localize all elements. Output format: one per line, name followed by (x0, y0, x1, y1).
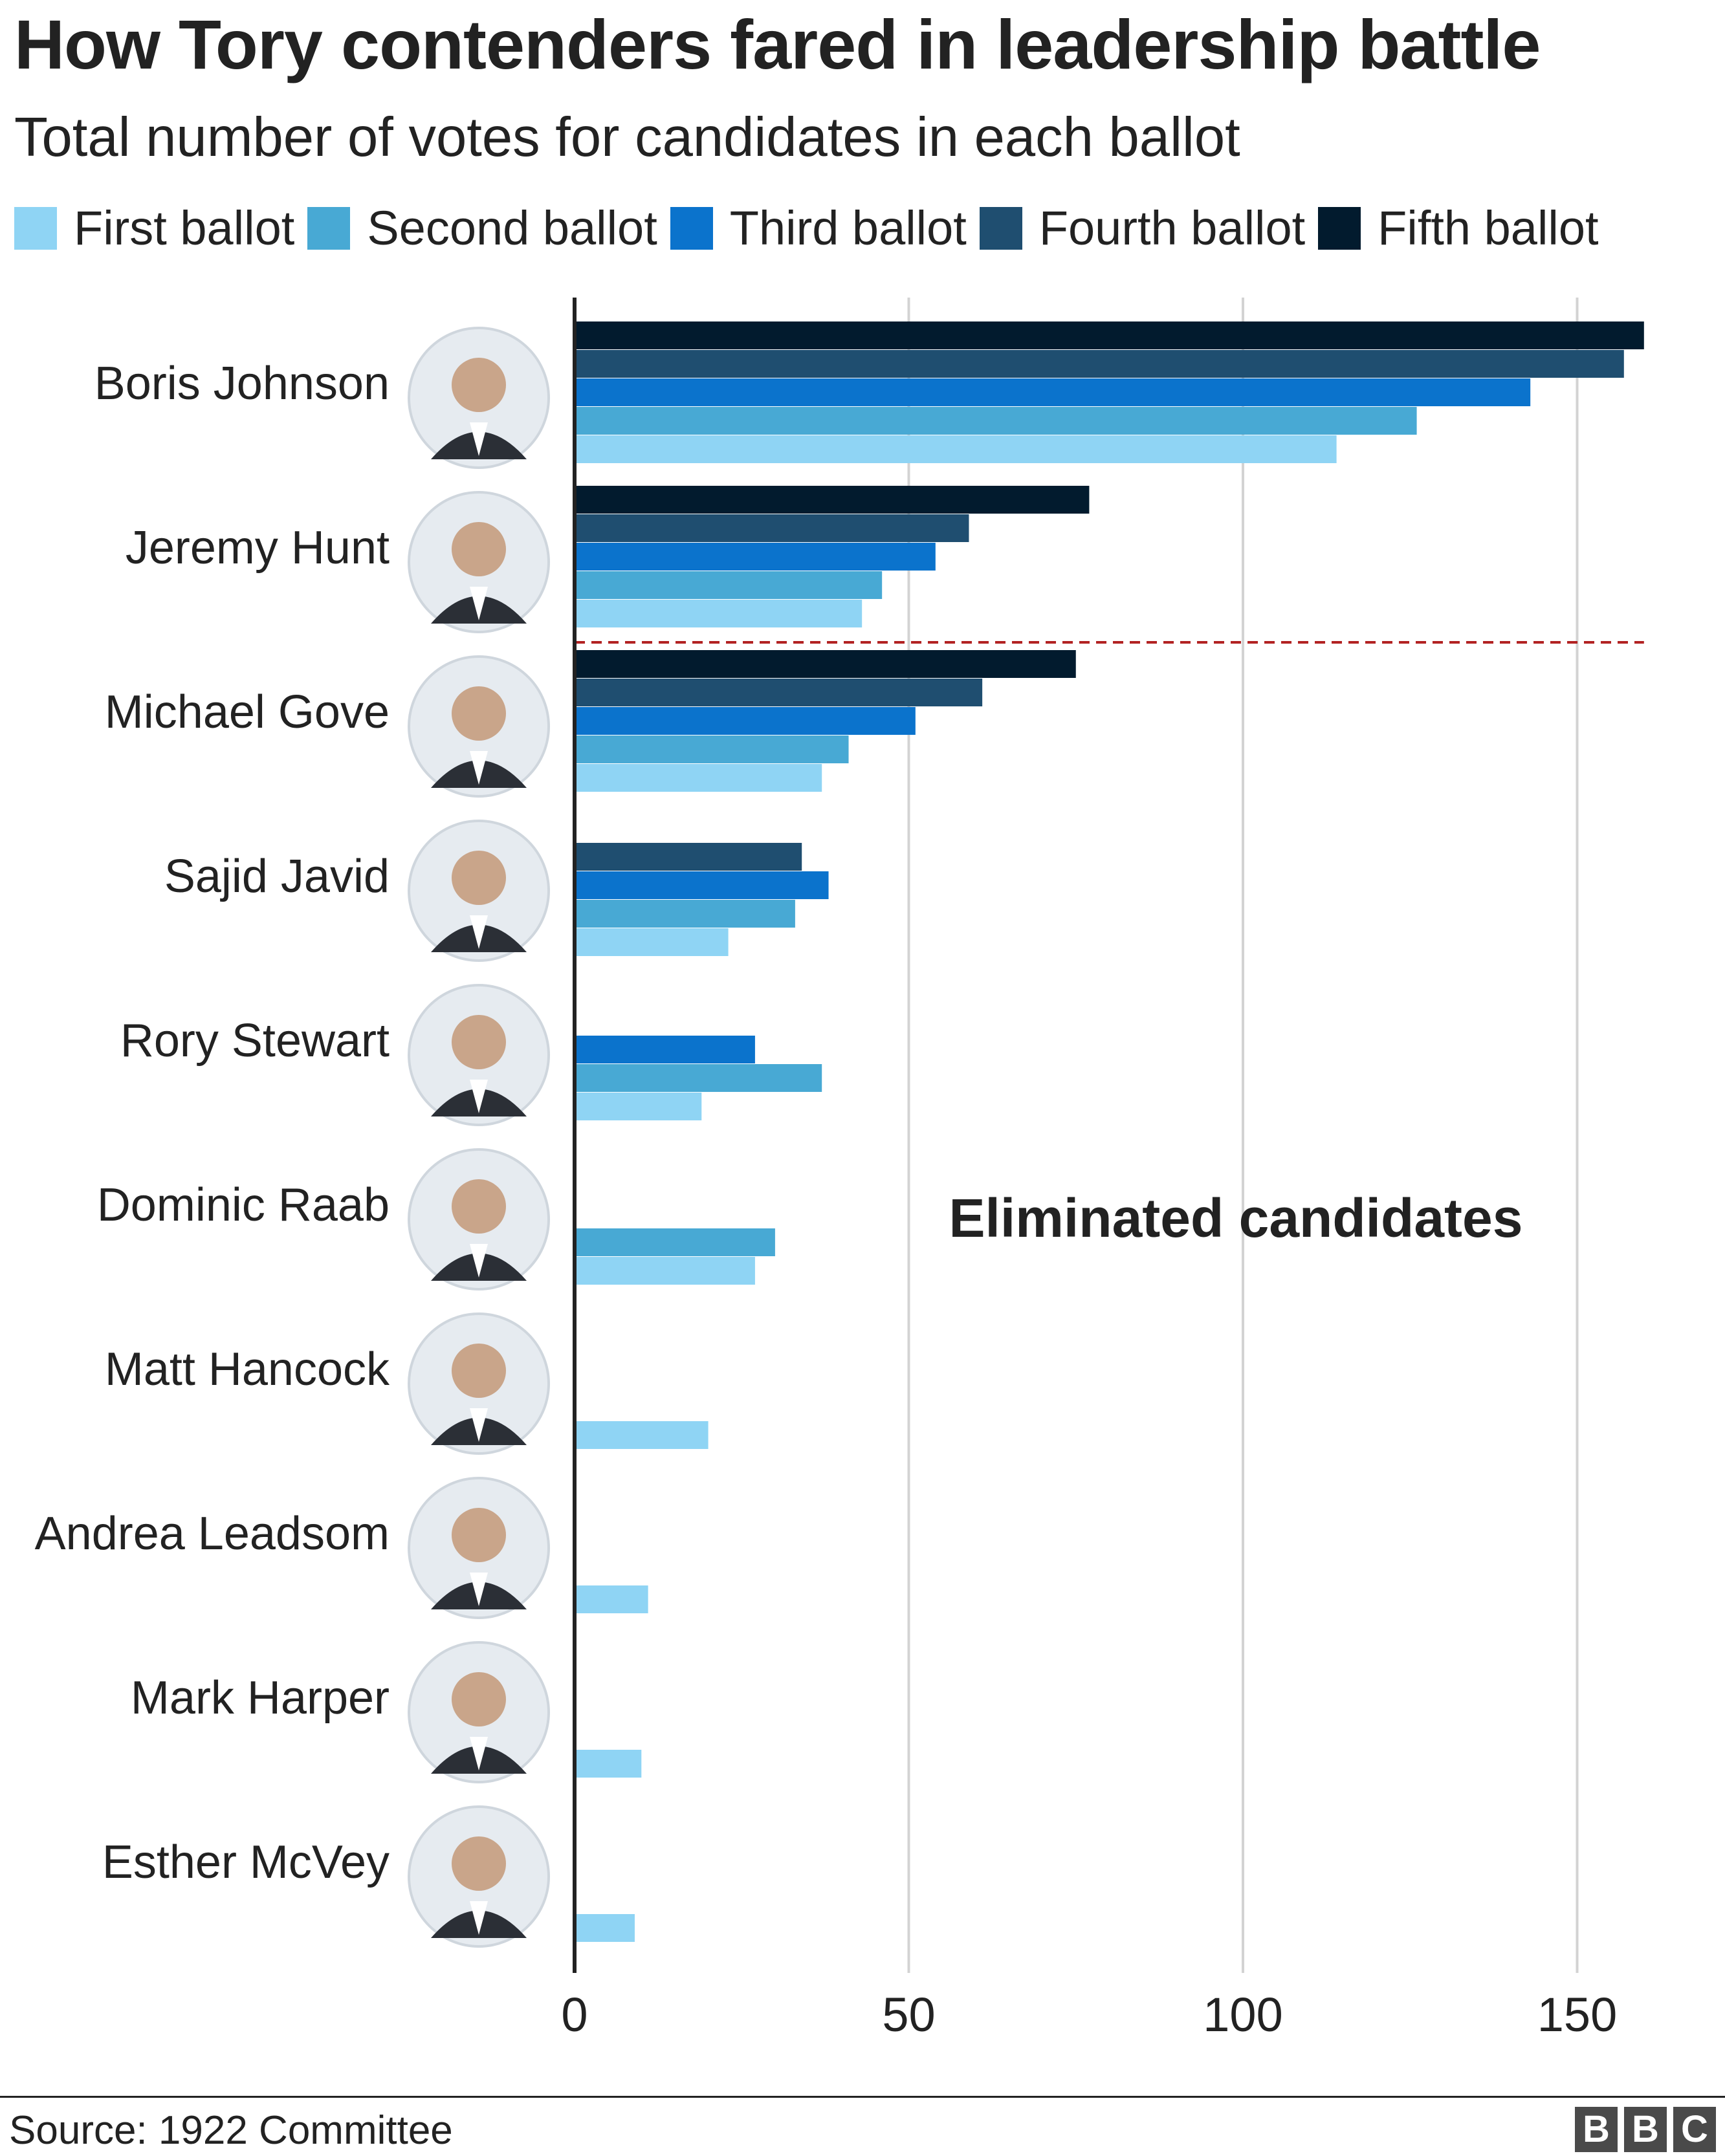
legend-item-fourth-ballot: Fourth ballot (979, 201, 1306, 256)
legend-label: Fifth ballot (1378, 201, 1599, 255)
person-portrait-icon (408, 1312, 550, 1455)
bar-first-ballot (575, 928, 729, 956)
x-tick-label: 100 (1203, 1988, 1282, 2042)
legend-item-fifth-ballot: Fifth ballot (1318, 201, 1599, 256)
chart-title: How Tory contenders fared in leadership … (14, 5, 1541, 83)
person-portrait-icon (408, 1641, 550, 1783)
bar-first-ballot (575, 435, 1337, 463)
category-label: Esther McVey (102, 1836, 390, 1888)
legend-swatch (670, 206, 713, 250)
photo-collar (470, 422, 488, 456)
category-label: Jeremy Hunt (126, 522, 390, 574)
legend-swatch (1318, 206, 1361, 250)
bar-fourth-ballot (575, 679, 983, 706)
bar-first-ballot (575, 1750, 642, 1778)
source-note: Source: 1922 Committee (9, 2108, 453, 2153)
annotation-eliminated-candidates: Eliminated candidates (949, 1188, 1523, 1248)
photo-head (452, 851, 506, 905)
x-tick-label: 0 (561, 1988, 588, 2042)
bar-second-ballot (575, 900, 795, 928)
legend-item-first-ballot: First ballot (14, 201, 294, 256)
bar-third-ballot (575, 1036, 755, 1063)
person-portrait-icon (408, 491, 550, 633)
legend-swatch (307, 206, 351, 250)
photo-collar (470, 1244, 488, 1278)
category-label: Sajid Javid (164, 851, 390, 902)
photo-collar (470, 1408, 488, 1442)
category-label: Dominic Raab (97, 1179, 390, 1231)
person-portrait-icon (408, 820, 550, 962)
legend-label: Second ballot (367, 201, 657, 255)
person-portrait-icon (408, 327, 550, 469)
legend-item-third-ballot: Third ballot (670, 201, 967, 256)
category-label: Andrea Leadsom (35, 1508, 390, 1560)
photo-head (452, 1179, 506, 1234)
bar-third-ballot (575, 378, 1531, 406)
legend: First ballot Second ballot Third ballot … (14, 201, 1612, 256)
person-portrait-icon (408, 984, 550, 1126)
x-tick-label: 50 (882, 1988, 935, 2042)
bbc-logo: B B C (1568, 2107, 1716, 2152)
bar-first-ballot (575, 1257, 755, 1285)
photo-head (452, 1508, 506, 1562)
bar-first-ballot (575, 1914, 635, 1942)
bar-first-ballot (575, 764, 822, 792)
photo-collar (470, 751, 488, 785)
legend-label: Fourth ballot (1038, 201, 1306, 255)
photo-collar (470, 587, 488, 620)
bar-fourth-ballot (575, 350, 1624, 378)
photo-head (452, 1015, 506, 1069)
x-tick-label: 150 (1537, 1988, 1617, 2042)
legend-swatch (14, 206, 57, 250)
bar-fifth-ballot (575, 321, 1644, 349)
bar-third-ballot (575, 871, 829, 899)
bar-fifth-ballot (575, 486, 1090, 514)
photo-collar (470, 1573, 488, 1606)
photo-head (452, 1344, 506, 1398)
photo-head (452, 1836, 506, 1891)
category-label: Michael Gove (105, 686, 390, 738)
bbc-logo-letter: C (1673, 2107, 1716, 2152)
bar-first-ballot (575, 600, 862, 627)
category-label: Rory Stewart (120, 1015, 390, 1067)
bar-first-ballot (575, 1421, 709, 1449)
photo-collar (470, 1901, 488, 1935)
bar-first-ballot (575, 1093, 702, 1120)
bar-first-ballot (575, 1585, 648, 1613)
person-portrait-icon (408, 1148, 550, 1290)
bar-second-ballot (575, 735, 849, 763)
category-label: Matt Hancock (105, 1344, 390, 1395)
footer-divider (0, 2096, 1725, 2098)
bar-fourth-ballot (575, 514, 969, 542)
bar-second-ballot (575, 1228, 775, 1256)
photo-head (452, 522, 506, 576)
bar-third-ballot (575, 707, 916, 735)
category-label: Boris Johnson (94, 358, 390, 409)
bar-chart: 0 50 100 150 Boris Johnson Jeremy Hunt Michael… (35, 298, 1644, 2042)
bar-second-ballot (575, 571, 883, 599)
photo-collar (470, 915, 488, 949)
person-portrait-icon (408, 655, 550, 798)
bar-second-ballot (575, 1064, 822, 1092)
bar-third-ballot (575, 543, 936, 571)
bbc-logo-letter: B (1575, 2107, 1618, 2152)
photo-head (452, 1672, 506, 1726)
bbc-logo-letter: B (1624, 2107, 1667, 2152)
bar-fourth-ballot (575, 843, 802, 871)
photo-collar (470, 1080, 488, 1113)
legend-swatch (979, 206, 1022, 250)
legend-label: Third ballot (729, 201, 967, 255)
bar-second-ballot (575, 407, 1417, 435)
category-label: Mark Harper (131, 1672, 390, 1724)
bar-fifth-ballot (575, 650, 1076, 678)
photo-head (452, 686, 506, 741)
legend-label: First ballot (74, 201, 295, 255)
photo-head (452, 358, 506, 412)
chart-subtitle: Total number of votes for candidates in … (14, 107, 1240, 168)
photo-collar (470, 1737, 488, 1770)
person-portrait-icon (408, 1477, 550, 1619)
legend-item-second-ballot: Second ballot (307, 201, 657, 256)
person-portrait-icon (408, 1805, 550, 1948)
